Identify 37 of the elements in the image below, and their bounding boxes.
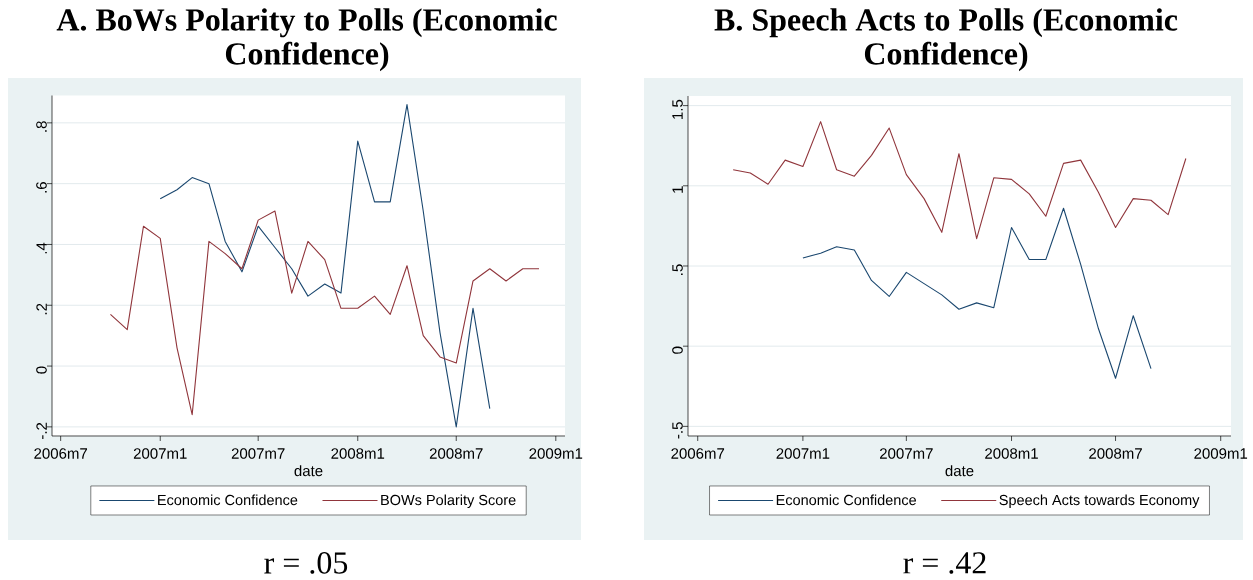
- y-tick-label: .6: [36, 182, 47, 193]
- text: r = .05: [264, 552, 348, 574]
- x-tick-label: 2009m1: [529, 448, 583, 459]
- y-tick-label: .5: [672, 264, 683, 275]
- line-series: [159, 104, 491, 428]
- x-axis-title: date: [294, 465, 323, 477]
- x-tick-label: 2006m7: [34, 448, 88, 459]
- x-tick-label: 2007m7: [880, 448, 933, 459]
- y-tick-label: 0: [672, 346, 683, 354]
- line-series: [109, 210, 540, 416]
- legend-label: Economic Confidence: [158, 494, 298, 506]
- y-tick-label: 1.5: [672, 99, 683, 119]
- legend-label: Economic Confidence: [776, 494, 917, 506]
- y-tick-label: 0: [36, 366, 47, 374]
- x-tick-label: 2008m1: [985, 448, 1038, 459]
- x-tick-label: 2009m1: [1194, 448, 1248, 459]
- x-tick-label: 2008m1: [331, 448, 385, 459]
- y-tick-label: 1: [672, 186, 683, 193]
- x-tick-label: 2007m7: [231, 448, 285, 459]
- legend-label: Speech Acts towards Economy: [999, 494, 1200, 508]
- x-tick-label: 2008m7: [1089, 448, 1142, 459]
- line-series: [732, 121, 1187, 240]
- x-tick-label: 2006m7: [671, 448, 725, 459]
- line-series: [802, 207, 1152, 379]
- x-axis-title: date: [945, 465, 974, 477]
- y-tick-label: .8: [36, 121, 47, 132]
- y-tick-label: .2: [36, 303, 47, 315]
- y-tick-label: -.2: [36, 422, 47, 439]
- text: r = .42: [903, 552, 986, 574]
- x-tick-label: 2008m7: [429, 448, 483, 459]
- legend-label: BOWs Polarity Score: [381, 494, 516, 508]
- x-tick-label: 2007m1: [133, 448, 187, 459]
- y-tick-label: .4: [36, 242, 47, 254]
- x-tick-label: 2007m1: [776, 448, 830, 459]
- chart-title: A. BoWs Polarity to Polls (Economic Confidence): [56, 8, 557, 72]
- y-tick-label: -.5: [672, 422, 683, 439]
- chart-title: B. Speech Acts to Polls (Economic Confidence): [714, 8, 1178, 72]
